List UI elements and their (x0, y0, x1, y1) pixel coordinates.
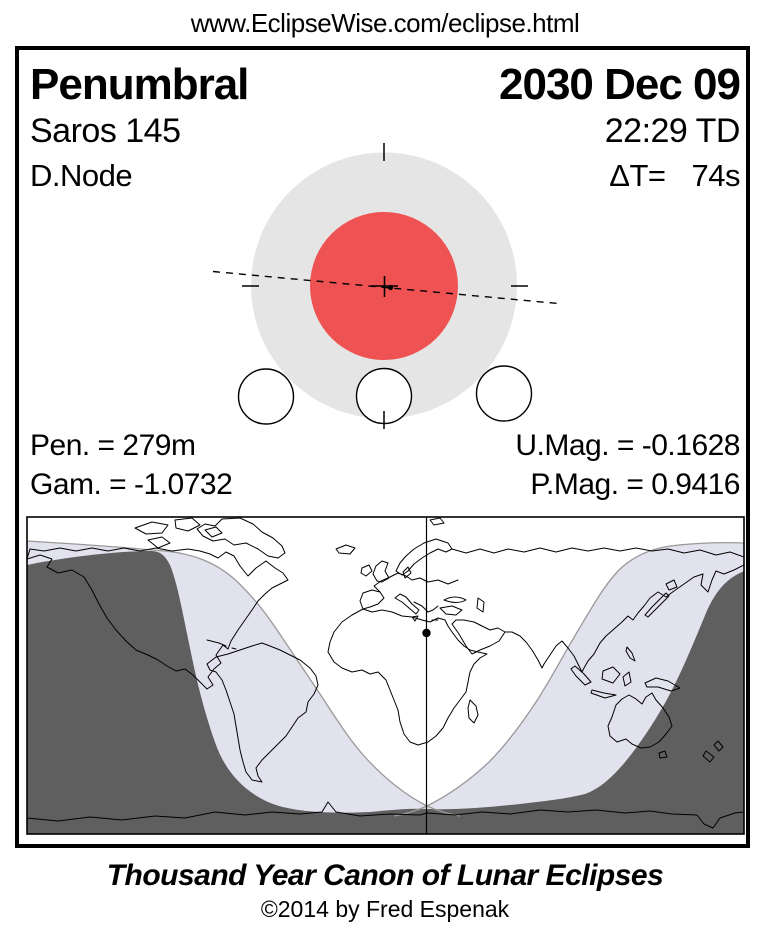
moon-contact-circles (237, 365, 533, 425)
shadow-axis-ticks (242, 143, 528, 287)
penumbral-magnitude-stat: P.Mag. = 0.9416 (530, 468, 740, 501)
moon-path-dashed-line (212, 270, 559, 305)
black-sea-outline (443, 596, 467, 603)
gamma-stat: Gam. = -1.0732 (30, 468, 233, 501)
card-frame (15, 46, 750, 848)
eclipse-date-label: 2030 Dec 09 (499, 60, 741, 109)
boundary-curve-east (393, 541, 744, 817)
copyright-text: ©2014 by Fred Espenak (260, 896, 510, 922)
asia-north-coast (451, 547, 744, 558)
greece-turkey-outline (413, 601, 463, 621)
scandinavia-outline (395, 538, 453, 576)
node-label: D.Node (30, 158, 133, 193)
tasmania-new-zealand (658, 740, 724, 763)
saros-label: Saros 145 (30, 112, 181, 150)
denmark-outline (402, 566, 412, 579)
greatest-eclipse-dot (387, 284, 394, 291)
north-america-outline (27, 547, 289, 690)
continent-outlines (27, 517, 744, 829)
map-border (26, 516, 745, 835)
arabia-outline (451, 619, 506, 655)
delta-t-value: 74s (691, 158, 741, 193)
map-night-shade-region (27, 551, 744, 834)
eclipse-type-label: Penumbral (30, 60, 249, 109)
caribbean-islands (206, 639, 237, 650)
delta-t-label: ΔT= (609, 158, 666, 193)
south-america-outline (206, 642, 319, 783)
british-isles-outline (360, 560, 390, 583)
sub-lunar-point-dot (422, 628, 431, 638)
penumbra-boundary-curves (27, 540, 744, 817)
shadow-center-cross (371, 276, 398, 297)
penumbral-duration-stat: Pen. = 279m (30, 429, 196, 462)
canon-title: Thousand Year Canon of Lunar Eclipses (106, 859, 664, 892)
source-url-text: www.EclipseWise.com/eclipse.html (190, 8, 580, 38)
visibility-map (26, 516, 745, 835)
eclipse-geometry-diagram (212, 143, 559, 429)
australia-outline (607, 692, 673, 749)
greatest-eclipse-time-label: 22:29 TD (604, 112, 741, 150)
antarctica-coast (27, 801, 744, 829)
italy-outline (394, 593, 420, 622)
madagascar-outline (467, 699, 479, 724)
greenland-outline (196, 517, 286, 559)
moon-first-contact (237, 368, 295, 425)
japan-outline (644, 579, 678, 618)
boundary-curve-west (27, 540, 461, 817)
delta-t-row: ΔT= 74s (609, 158, 740, 194)
arctic-islands (134, 517, 445, 549)
moon-last-contact (475, 365, 533, 422)
southeast-asia-islands (570, 646, 681, 699)
caspian-sea-outline (476, 597, 485, 613)
iceland-outline (335, 544, 356, 555)
africa-outline (327, 608, 488, 746)
asia-east-south-coast (504, 564, 744, 673)
umbral-magnitude-stat: U.Mag. = -0.1628 (515, 429, 740, 462)
